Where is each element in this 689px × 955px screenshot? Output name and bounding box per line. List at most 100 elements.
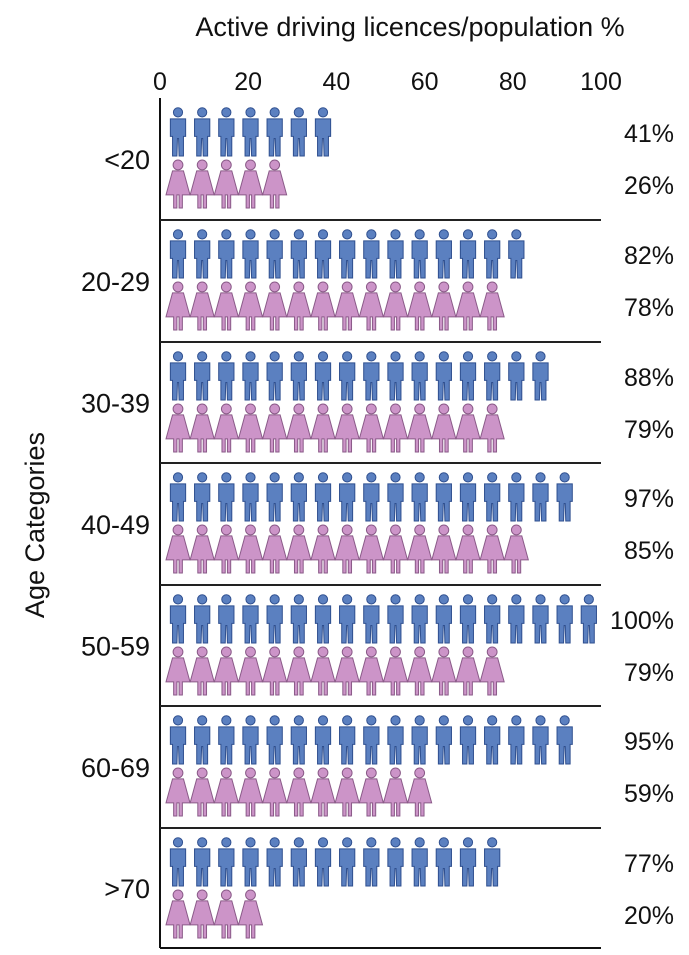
male-figure [314,715,332,765]
male-figure [339,594,356,644]
female-figure [165,889,191,939]
male-figure [363,715,380,765]
male-figure [387,594,404,644]
male-figure [218,107,235,157]
x-tick-label: 40 [322,68,350,96]
male-figure [532,472,549,522]
female-figure [286,524,312,574]
male-figure [266,472,283,522]
male-figure [218,837,235,887]
male-figure [387,472,404,522]
female-figure [455,524,481,574]
female-figure [334,767,360,817]
male-figure [387,351,404,401]
female-figure [165,159,191,209]
female-figure [358,646,384,696]
female-figure [382,646,409,696]
male-figure [459,715,477,765]
male-figure [314,107,332,157]
female-figure [237,767,264,817]
x-tick-label: 0 [153,68,167,96]
male-figure [314,351,332,401]
female-value-label: 79% [624,416,674,444]
male-value-label: 95% [624,728,674,756]
male-figure [387,229,404,279]
female-figure [431,646,457,696]
female-figure [382,524,409,574]
male-figure [411,351,428,401]
female-figure [262,403,288,453]
male-figure [411,715,428,765]
male-figure [266,715,283,765]
female-figure [334,281,360,331]
female-figure [286,646,312,696]
female-figure [334,646,360,696]
male-figure [242,107,259,157]
female-bar [165,646,505,696]
male-figure [556,472,573,522]
category-label: 60-69 [81,753,150,783]
female-bar [165,159,288,209]
male-figure [532,351,549,401]
male-figure [218,351,235,401]
male-figure [411,229,428,279]
female-figure [262,159,288,209]
category-label: 20-29 [81,267,150,297]
category-label: >70 [104,874,150,904]
male-figure [339,715,356,765]
category-row: 40-49 97% 85% [81,472,674,574]
female-value-label: 20% [624,902,674,930]
female-bar [165,403,505,453]
female-figure [310,646,336,696]
male-figure [242,837,259,887]
male-bar [169,594,597,644]
male-figure [459,472,477,522]
x-axis-ticks: 0 20 40 60 80 100 [153,68,622,96]
x-tick-label: 100 [580,68,622,96]
male-figure [194,472,211,522]
male-figure [459,351,477,401]
female-figure [165,767,191,817]
male-figure [169,107,187,157]
male-figure [459,594,477,644]
male-bar [169,837,501,887]
male-figure [508,229,525,279]
female-figure [479,646,505,696]
female-figure [189,767,215,817]
x-tick-label: 80 [499,68,527,96]
category-row: <20 41% 26% [104,107,674,209]
female-figure [334,403,360,453]
category-row: 60-69 95% 59% [81,715,674,817]
category-label: <20 [104,145,150,175]
male-figure [484,837,501,887]
male-figure [194,229,211,279]
female-figure [431,403,457,453]
male-figure [169,229,187,279]
female-value-label: 79% [624,659,674,687]
female-figure [407,281,433,331]
male-figure [266,594,283,644]
female-figure [431,524,457,574]
male-figure [266,229,283,279]
male-bar [169,715,573,765]
male-figure [314,229,332,279]
y-axis-title: Age Categories [20,432,50,618]
female-figure [358,403,384,453]
chart-title: Active driving licences/population % [195,12,624,42]
male-figure [290,594,307,644]
female-figure [262,767,288,817]
male-figure [484,715,501,765]
female-figure [455,281,481,331]
male-figure [194,594,211,644]
male-figure [508,472,525,522]
female-figure [479,524,505,574]
female-figure [213,889,239,939]
male-figure [363,594,380,644]
female-figure [213,281,239,331]
female-figure [213,159,239,209]
category-label: 50-59 [81,632,150,662]
category-label: 30-39 [81,389,150,419]
male-figure [242,715,259,765]
female-value-label: 78% [624,294,674,322]
female-figure [310,524,336,574]
